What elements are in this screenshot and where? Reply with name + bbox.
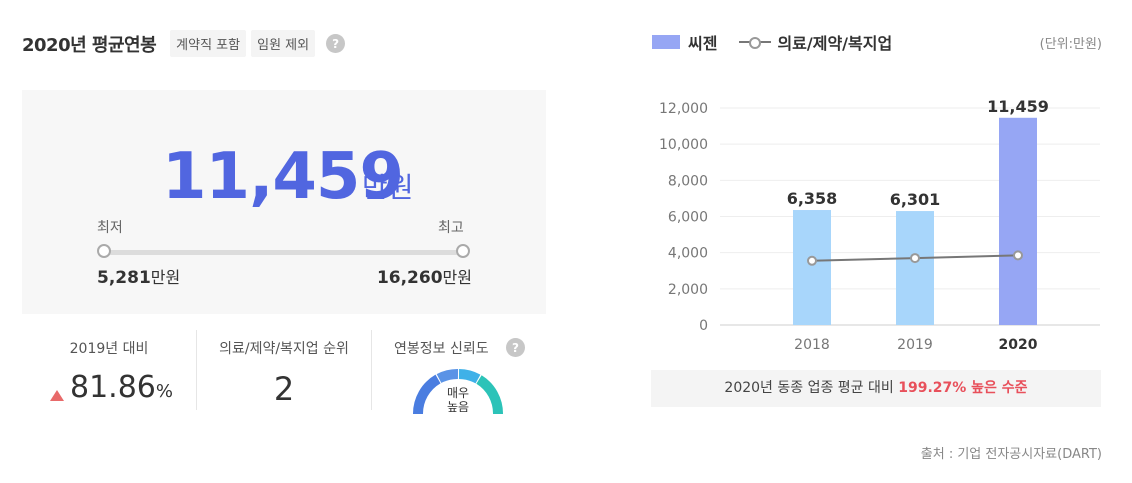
y-tick-label: 6,000 xyxy=(668,210,708,226)
tag-exec-excluded: 임원 제외 xyxy=(251,30,316,57)
yoy-value: 81.86% xyxy=(70,370,173,405)
legend-company-swatch xyxy=(652,35,680,49)
data-source: 출처 : 기업 전자공시자료(DART) xyxy=(920,447,1102,462)
reliability-value-line1: 매우 xyxy=(446,386,470,400)
yoy-stat: 2019년 대비 81.86% xyxy=(22,330,196,410)
min-label: 최저 xyxy=(97,220,123,236)
yoy-label: 2019년 대비 xyxy=(69,341,149,357)
max-salary-unit: 만원 xyxy=(442,268,472,287)
salary-chart: 0 2,000 4,000 6,000 8,000 10,000 12,000 6,358 20… xyxy=(640,90,1110,360)
help-icon[interactable]: ? xyxy=(326,34,346,53)
reliability-label: 연봉정보 신뢰도 xyxy=(394,341,489,357)
rank-value: 2 xyxy=(273,370,295,408)
industry-point xyxy=(910,253,920,264)
bar-2020 xyxy=(999,117,1037,325)
reliability-value: 매우 높음 xyxy=(412,386,504,414)
average-salary-unit: 만원 xyxy=(362,171,414,204)
salary-range-track xyxy=(104,250,464,255)
unit-note: (단위:만원) xyxy=(1039,37,1102,52)
range-min-dot xyxy=(97,244,111,258)
industry-point xyxy=(1013,250,1023,261)
stats-row: 2019년 대비 81.86% 의료/제약/복지업 순위 2 연봉정보 신뢰도 … xyxy=(22,330,546,420)
reliability-help-icon[interactable]: ? xyxy=(506,338,525,357)
bar-value-label: 11,459 xyxy=(987,97,1049,116)
y-tick-label: 8,000 xyxy=(668,173,708,189)
chart-legend: 씨젠 의료/제약/복지업 xyxy=(652,30,892,54)
x-tick-label: 2019 xyxy=(897,337,933,353)
average-salary-value: 11,459 xyxy=(162,140,404,214)
y-tick-label: 0 xyxy=(699,318,708,334)
max-salary: 16,260만원 xyxy=(377,264,472,288)
y-tick-label: 4,000 xyxy=(668,246,708,262)
title-row: 2020년 평균연봉 계약직 포함 임원 제외 ? xyxy=(22,30,346,57)
yoy-number: 81.86 xyxy=(70,370,156,405)
compare-prefix: 2020년 동종 업종 평균 대비 xyxy=(724,380,899,396)
legend-industry-label: 의료/제약/복지업 xyxy=(777,34,893,53)
y-tick-label: 10,000 xyxy=(659,137,708,153)
reliability-value-line2: 높음 xyxy=(446,400,470,414)
bar-2018 xyxy=(793,210,831,325)
chart-canvas: 0 2,000 4,000 6,000 8,000 10,000 12,000 6,358 20… xyxy=(659,97,1100,353)
reliability-stat: 연봉정보 신뢰도 ? 매우 높음 xyxy=(372,330,546,414)
bar-2019 xyxy=(896,211,934,325)
bar-value-label: 6,358 xyxy=(787,189,838,208)
max-salary-value: 16,260 xyxy=(376,268,443,288)
legend-industry-line-icon xyxy=(739,35,772,49)
legend-company-label: 씨젠 xyxy=(688,34,718,53)
industry-rank-stat: 의료/제약/복지업 순위 2 xyxy=(196,330,372,410)
y-tick-label: 2,000 xyxy=(668,282,708,298)
industry-point xyxy=(807,255,817,266)
max-label: 최고 xyxy=(438,220,464,236)
up-triangle-icon xyxy=(50,390,64,401)
min-salary: 5,281만원 xyxy=(97,264,180,288)
bar-value-label: 6,301 xyxy=(890,190,941,209)
industry-compare-bar: 2020년 동종 업종 평균 대비 199.27% 높은 수준 xyxy=(651,370,1101,407)
salary-summary-box: 11,459 만원 최저 최고 5,281만원 16,260만원 xyxy=(22,90,546,314)
gauge-ring-icon xyxy=(412,369,503,414)
page-title: 2020년 평균연봉 xyxy=(22,34,157,56)
reliability-gauge: 매우 높음 xyxy=(412,368,504,414)
range-max-dot xyxy=(456,244,470,258)
compare-highlight: 199.27% 높은 수준 xyxy=(898,380,1028,396)
rank-label: 의료/제약/복지업 순위 xyxy=(219,341,349,357)
min-salary-unit: 만원 xyxy=(150,268,181,287)
y-tick-label: 12,000 xyxy=(659,101,708,117)
yoy-percent: % xyxy=(155,381,173,402)
x-tick-label: 2020 xyxy=(999,337,1038,353)
min-salary-value: 5,281 xyxy=(97,268,151,288)
x-tick-label: 2018 xyxy=(794,337,830,353)
tag-contract-included: 계약직 포함 xyxy=(170,30,247,57)
